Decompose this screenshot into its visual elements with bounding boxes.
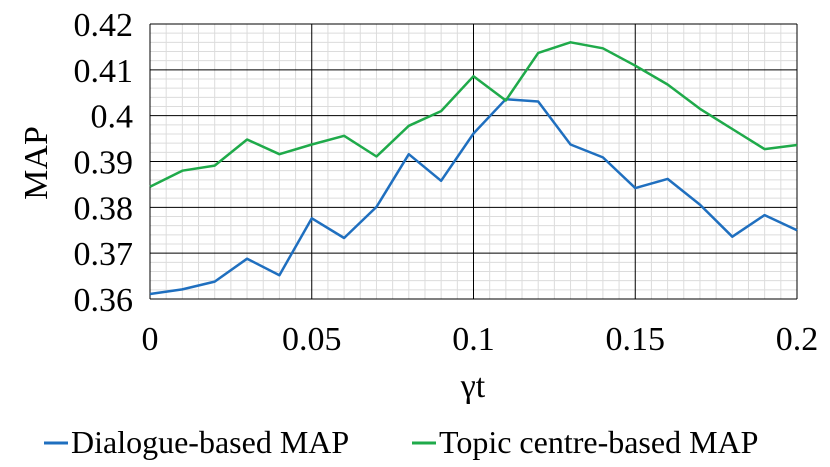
x-tick-label: 0 [142,321,159,358]
y-tick-label: 0.38 [74,190,134,227]
legend: Dialogue-based MAP Topic centre-based MAP [44,424,758,460]
y-axis-tick-labels: 0.36 0.37 0.38 0.39 0.4 0.41 0.42 [74,7,134,319]
x-tick-label: 0.1 [452,321,495,358]
y-tick-label: 0.39 [74,145,134,182]
series-line-2 [149,41,798,188]
y-tick-label: 0.4 [91,99,134,136]
y-axis-title: MAP [18,126,55,200]
legend-label: Dialogue-based MAP [71,424,349,460]
x-axis-title: γt [460,368,486,405]
x-axis-tick-labels: 0 0.05 0.1 0.15 0.2 [142,321,819,358]
x-tick-label: 0.05 [282,321,342,358]
x-tick-label: 0.15 [606,321,666,358]
y-tick-label: 0.36 [74,282,134,319]
major-gridlines [149,23,798,300]
series-line-1 [149,97,798,296]
y-tick-label: 0.42 [74,7,134,44]
y-tick-label: 0.37 [74,236,134,273]
series-layer [149,41,798,296]
y-tick-label: 0.41 [74,53,134,90]
legend-label: Topic centre-based MAP [439,424,758,460]
x-tick-label: 0.2 [776,321,819,358]
